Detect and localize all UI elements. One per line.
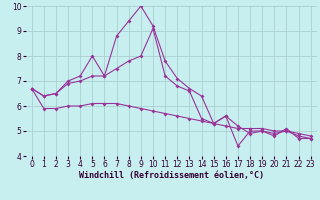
X-axis label: Windchill (Refroidissement éolien,°C): Windchill (Refroidissement éolien,°C) <box>79 171 264 180</box>
